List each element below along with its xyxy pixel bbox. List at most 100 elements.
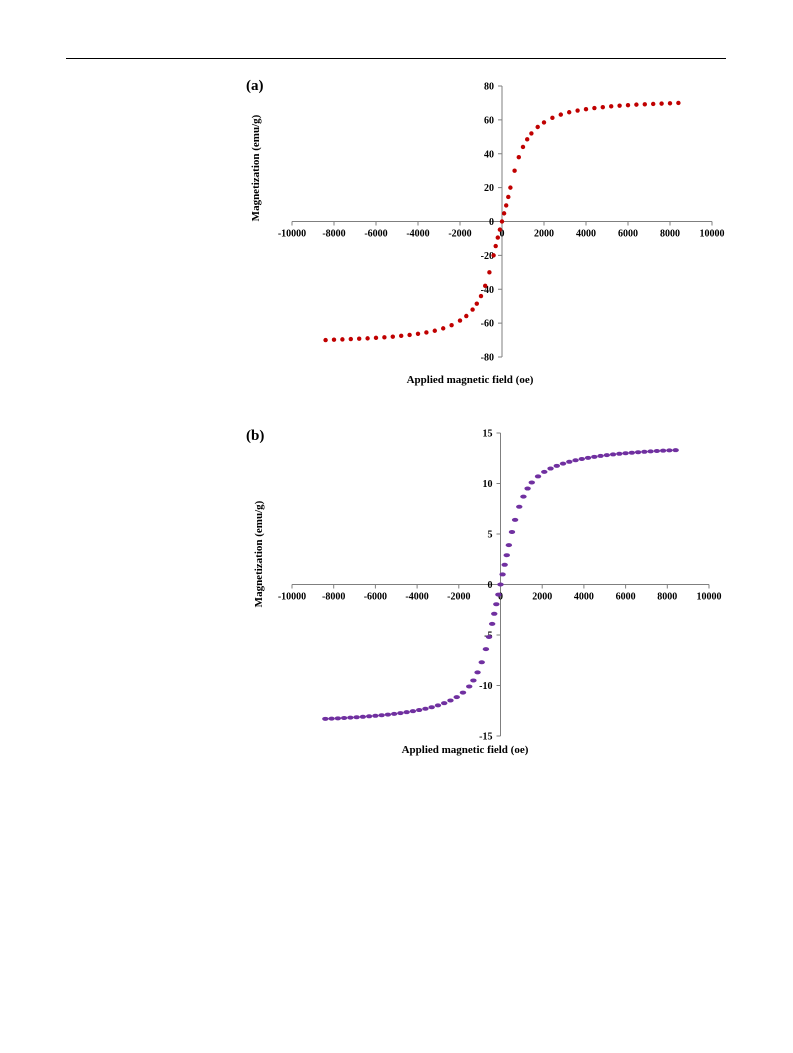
data-point xyxy=(464,313,469,319)
data-point xyxy=(520,494,527,499)
data-point xyxy=(474,301,479,306)
data-point xyxy=(441,701,448,706)
data-point xyxy=(488,621,496,626)
x-tick-label: 4000 xyxy=(576,229,596,240)
data-point xyxy=(628,450,636,455)
data-point xyxy=(508,185,513,190)
data-point xyxy=(459,690,467,695)
data-point xyxy=(470,678,477,683)
data-point xyxy=(553,463,560,468)
data-point xyxy=(504,203,509,208)
data-point xyxy=(578,456,586,461)
data-point xyxy=(485,635,493,640)
data-point xyxy=(334,716,342,721)
data-point xyxy=(415,708,423,713)
data-point xyxy=(597,453,604,458)
data-point xyxy=(524,486,531,491)
data-point xyxy=(499,219,505,224)
data-point xyxy=(399,333,404,339)
data-point xyxy=(470,307,475,312)
x-tick-label: 2000 xyxy=(532,592,552,603)
data-point xyxy=(653,448,661,453)
data-point xyxy=(666,448,673,453)
data-point xyxy=(642,102,647,107)
x-tick-label: 0 xyxy=(498,592,503,603)
data-point xyxy=(583,107,589,112)
y-tick-label: -40 xyxy=(481,285,494,296)
data-point xyxy=(528,480,535,485)
data-point xyxy=(478,660,485,665)
data-point xyxy=(529,131,534,136)
data-point xyxy=(534,474,542,479)
data-point xyxy=(497,227,503,232)
data-point xyxy=(535,124,540,130)
data-point xyxy=(616,451,623,456)
page-header-rule xyxy=(66,58,726,59)
data-point xyxy=(482,647,490,652)
x-tick-label: 6000 xyxy=(616,592,636,603)
data-point xyxy=(495,235,500,240)
data-point xyxy=(415,331,421,336)
data-point xyxy=(331,337,337,342)
panel-label: (b) xyxy=(246,428,264,444)
x-tick-label: 8000 xyxy=(660,229,680,240)
data-point xyxy=(617,103,622,108)
data-point xyxy=(474,670,481,675)
y-tick-label: 5 xyxy=(488,530,493,541)
data-point xyxy=(501,562,508,567)
data-point xyxy=(491,253,496,258)
data-point xyxy=(432,328,437,333)
data-point xyxy=(447,698,454,703)
data-point xyxy=(457,318,463,323)
x-axis-label: Applied magnetic field (oe) xyxy=(402,744,529,756)
y-axis-label: Magnetization (emu/g) xyxy=(250,114,262,221)
data-point xyxy=(667,101,673,106)
x-tick-label: 2000 xyxy=(534,229,554,240)
data-point xyxy=(382,335,387,340)
data-point xyxy=(390,334,395,339)
x-tick-label: -8000 xyxy=(322,229,345,240)
y-tick-label: 10 xyxy=(483,479,493,490)
data-point xyxy=(625,102,631,108)
data-point xyxy=(672,448,679,453)
x-tick-label: -8000 xyxy=(322,592,345,603)
data-point xyxy=(323,337,328,343)
data-point xyxy=(511,517,519,522)
data-point xyxy=(566,459,573,464)
data-point xyxy=(622,451,629,456)
data-point xyxy=(328,716,335,721)
y-tick-label: 0 xyxy=(489,217,494,228)
data-point xyxy=(659,101,664,106)
data-point xyxy=(390,711,398,716)
data-point xyxy=(499,572,506,577)
data-point xyxy=(676,100,681,106)
data-point xyxy=(501,211,507,216)
data-point xyxy=(547,466,554,471)
data-point xyxy=(550,115,555,121)
data-point xyxy=(647,449,654,454)
data-point xyxy=(508,529,516,534)
data-point xyxy=(659,448,667,453)
data-point xyxy=(348,336,353,342)
data-point xyxy=(373,335,379,341)
x-tick-label: 0 xyxy=(500,229,505,240)
data-point xyxy=(384,712,392,717)
data-point xyxy=(503,553,510,558)
data-point xyxy=(505,543,513,548)
x-tick-label: -4000 xyxy=(406,229,429,240)
data-point xyxy=(357,336,362,341)
data-point xyxy=(516,504,523,509)
data-point xyxy=(497,582,504,587)
y-tick-label: -10 xyxy=(479,681,492,692)
chart-a: -10000 -8000 -6000 -4000 -2000 0 2000 4000 6000 8… xyxy=(246,78,725,386)
data-point xyxy=(340,337,345,342)
x-tick-label: -6000 xyxy=(364,592,387,603)
chart-b: -10000 -8000 -6000 -4000 -2000 0 2000 4000 6000 8… xyxy=(246,428,722,756)
x-tick-label: 4000 xyxy=(574,592,594,603)
y-axis-label: Magnetization (emu/g) xyxy=(253,500,265,607)
data-point xyxy=(340,716,348,721)
y-tick-label: 40 xyxy=(484,149,494,160)
x-tick-label: -2000 xyxy=(448,229,471,240)
x-tick-label: -4000 xyxy=(405,592,428,603)
